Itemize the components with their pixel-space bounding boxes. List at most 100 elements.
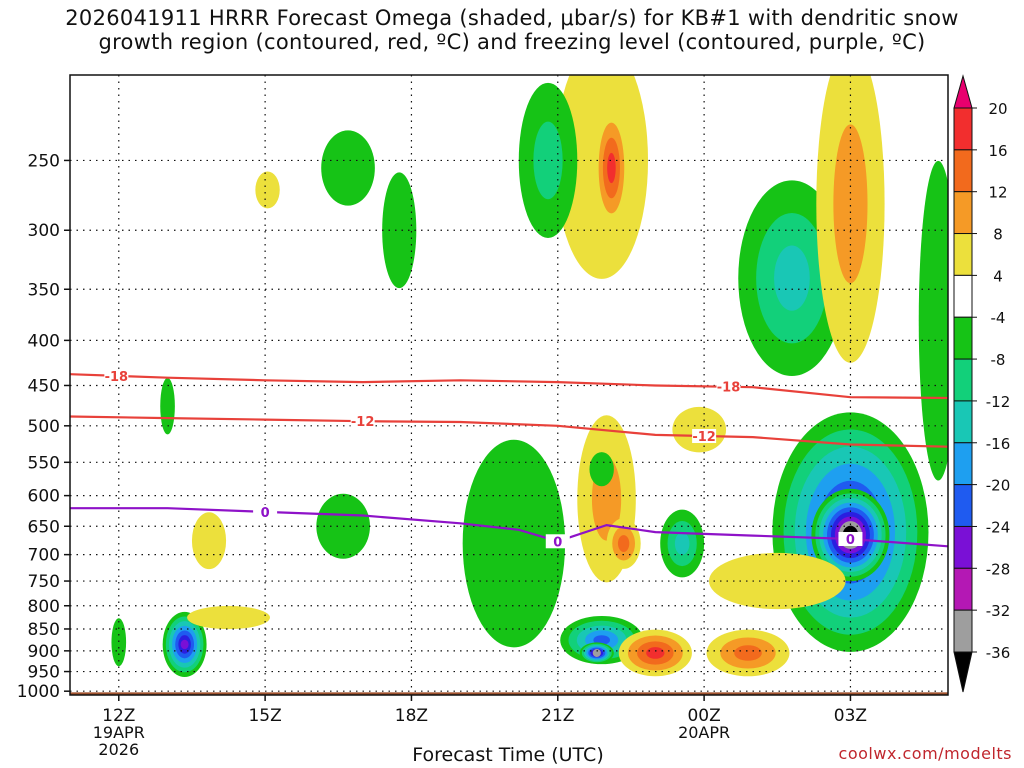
omega-colorbar: 20 16 12 8 4 -4 -8 -12 -16 -20 -24 -28 -32 -36 [953, 74, 1011, 693]
omega-shade-level [734, 645, 762, 661]
colorbar-bin [953, 274, 973, 318]
ground-bar [70, 692, 948, 695]
colorbar-top-arrow [953, 74, 973, 109]
contour-label-bg [716, 379, 741, 394]
contour-label: -12 [351, 415, 375, 430]
omega-shade-level [321, 130, 375, 206]
contour-label: 0 [261, 506, 270, 521]
omega-shade-level [180, 639, 189, 650]
pressure-axis: 2503003504004505005506006507007508008509… [17, 151, 70, 702]
colorbar-label: 4 [993, 267, 1003, 285]
colorbar-label: -32 [986, 602, 1011, 620]
colorbar-label: 8 [993, 226, 1003, 244]
omega-shade-level [255, 171, 280, 209]
omega-shade-level [187, 605, 270, 630]
omega-cell [462, 439, 566, 648]
ground-surface [70, 692, 948, 695]
y-tick-label: 850 [28, 620, 60, 640]
colorbar-bin [953, 442, 973, 486]
omega-cell [816, 75, 885, 363]
omega-cell [708, 552, 846, 610]
omega-shade-level [774, 245, 810, 311]
colorbar-label: -20 [986, 477, 1011, 495]
contour-label-bg [350, 414, 375, 429]
contour-line [70, 373, 948, 400]
omega-cell [918, 160, 948, 481]
omega-cell [660, 509, 705, 578]
y-tick-label: 750 [28, 572, 60, 592]
x-tick-sublabel: 2026 [98, 740, 139, 759]
omega-shade-level [160, 377, 175, 435]
y-tick-label: 550 [28, 453, 60, 473]
omega-cell [255, 171, 280, 209]
omega-shade-level [646, 647, 665, 659]
x-tick-sublabel: 19APR [93, 723, 145, 742]
temperature-contours: -18 -18 -12 -12 0 0 0 [70, 368, 948, 550]
chart-title: 2026041911 HRRR Forecast Omega (shaded, … [65, 6, 959, 54]
site-credit: coolwx.com/modelts [838, 744, 1012, 763]
colorbar-bottom-arrow [953, 651, 973, 693]
omega-shade-level [674, 532, 690, 555]
contour-label: 0 [846, 533, 855, 548]
omega-shade-level [918, 160, 948, 481]
omega-shade-level [833, 124, 868, 284]
omega-shade-level [592, 648, 601, 657]
contour-label-bg [253, 504, 278, 519]
x-tick-label: 00Z [687, 706, 720, 726]
omega-cell [606, 518, 641, 569]
colorbar-label: -28 [986, 560, 1011, 578]
omega-shade-level [111, 618, 127, 667]
colorbar-bin [953, 149, 973, 193]
contour-label: -18 [105, 370, 129, 385]
omega-cell [187, 605, 270, 630]
omega-cell [111, 618, 127, 667]
contour-line [70, 507, 948, 548]
colorbar-bin [953, 484, 973, 527]
y-tick-label: 700 [28, 546, 60, 566]
contour-label: -18 [717, 381, 741, 396]
x-tick-label: 21Z [541, 706, 574, 726]
y-tick-label: 450 [28, 376, 60, 396]
omega-shade-level [382, 172, 417, 289]
omega-cell [579, 642, 614, 664]
omega-shade-level [533, 121, 563, 200]
y-tick-label: 400 [28, 331, 60, 351]
omega-cell [706, 629, 790, 677]
y-tick-label: 1000 [17, 682, 60, 702]
colorbar-bin [953, 358, 973, 402]
colorbar-bin [953, 191, 973, 235]
colorbar-label: -8 [991, 351, 1006, 369]
contour-label-bg [104, 368, 129, 383]
omega-cell [518, 82, 578, 239]
y-tick-label: 900 [28, 642, 60, 662]
omega-shade-level [589, 452, 614, 487]
x-tick-label: 03Z [834, 706, 867, 726]
colorbar-bin [953, 525, 973, 569]
omega-cell [618, 629, 692, 677]
y-tick-label: 600 [28, 487, 60, 507]
x-tick-label: 12Z [102, 706, 135, 726]
y-tick-label: 800 [28, 597, 60, 617]
colorbar-bin [953, 233, 973, 276]
omega-cell [160, 377, 175, 435]
colorbar-label: 12 [988, 184, 1007, 202]
y-tick-label: 250 [28, 151, 60, 171]
x-axis-label: Forecast Time (UTC) [412, 744, 604, 766]
x-tick-label: 15Z [248, 706, 281, 726]
x-tick-label: 18Z [395, 706, 428, 726]
y-tick-label: 300 [28, 221, 60, 241]
colorbar-bin [953, 107, 973, 151]
y-tick-label: 350 [28, 280, 60, 300]
contour-label-bg [545, 534, 570, 549]
contour-label-bg [838, 532, 863, 547]
omega-cell [191, 512, 227, 570]
contour-label-bg [692, 429, 717, 444]
contour-label: -12 [692, 430, 716, 445]
omega-shade-level [617, 535, 630, 552]
colorbar-bin [953, 316, 973, 360]
omega-shade-level [462, 439, 566, 648]
colorbar-bin [953, 567, 973, 611]
y-tick-label: 500 [28, 417, 60, 437]
